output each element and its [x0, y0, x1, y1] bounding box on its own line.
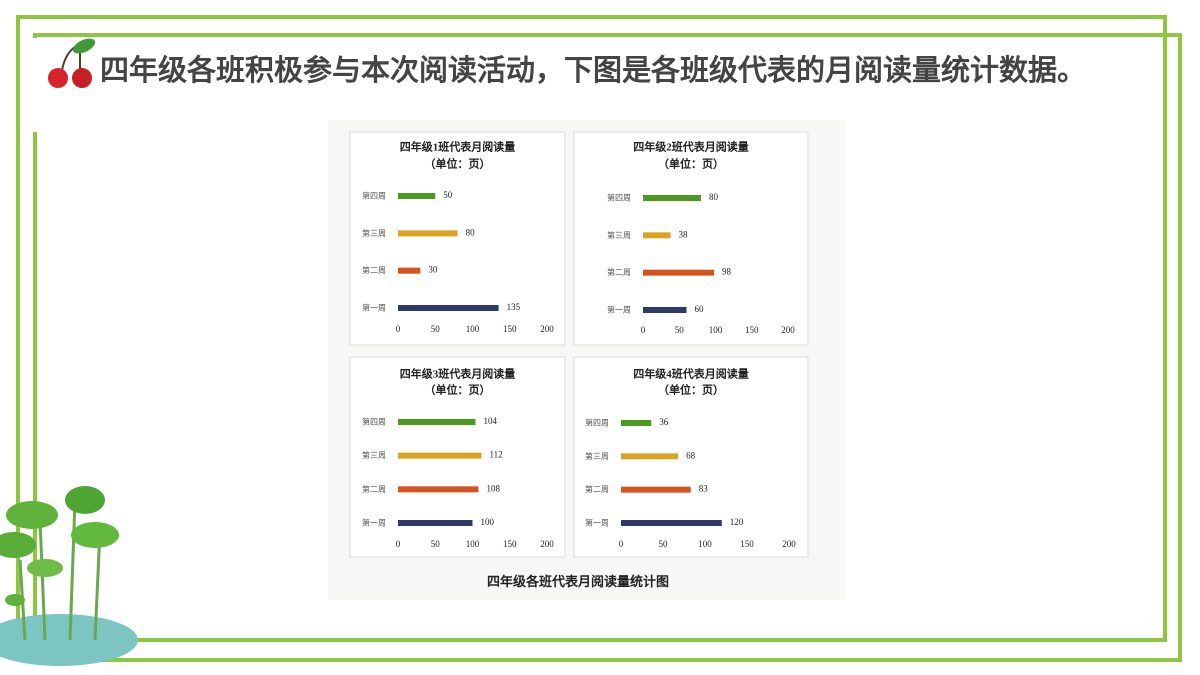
x-tick-label: 100 [698, 539, 712, 549]
x-tick-label: 50 [431, 324, 441, 334]
chart-title: 四年级2班代表月阅读量 [633, 140, 749, 154]
y-tick-label: 第四周 [585, 418, 609, 428]
data-label: 120 [730, 517, 744, 527]
x-tick-label: 100 [466, 324, 480, 334]
data-label: 38 [679, 229, 689, 239]
cherry-icon [48, 38, 96, 88]
y-tick-label: 第二周 [607, 267, 631, 277]
chart-title: 四年级4班代表月阅读量 [633, 367, 749, 381]
x-tick-label: 0 [619, 539, 624, 549]
y-tick-label: 第二周 [362, 484, 386, 494]
data-label: 104 [483, 416, 497, 426]
data-label: 108 [486, 483, 500, 493]
data-label: 60 [695, 304, 705, 314]
y-tick-label: 第一周 [607, 305, 631, 315]
data-label: 98 [722, 267, 732, 277]
frame [33, 33, 1182, 662]
chart-title: 四年级1班代表月阅读量 [400, 140, 516, 154]
caption: 四年级各班代表月阅读量统计图 [487, 574, 669, 589]
bar [398, 520, 473, 526]
data-label: 80 [709, 192, 719, 202]
x-tick-label: 150 [740, 539, 754, 549]
data-label: 135 [507, 302, 521, 312]
chart-subtitle: （单位：页） [658, 383, 724, 397]
bar [643, 269, 715, 276]
bar [643, 195, 701, 201]
bar [398, 305, 499, 311]
data-label: 68 [686, 450, 696, 460]
y-tick-label: 第四周 [607, 193, 631, 203]
data-label: 80 [466, 227, 476, 237]
data-label: 50 [443, 190, 453, 200]
bar [398, 267, 421, 274]
chart-subtitle: （单位：页） [658, 157, 724, 171]
y-tick-label: 第三周 [585, 451, 609, 461]
x-tick-label: 0 [641, 325, 646, 335]
bar [621, 520, 722, 526]
x-tick-label: 200 [540, 539, 554, 549]
chart-subtitle: （单位：页） [425, 157, 491, 171]
data-label: 112 [489, 450, 502, 460]
x-tick-label: 50 [675, 325, 685, 335]
chart-panel [573, 131, 809, 346]
bar [398, 230, 458, 237]
bar [398, 419, 476, 425]
bar [643, 232, 671, 239]
bar [643, 307, 687, 313]
lily-decoration [0, 486, 138, 666]
y-tick-label: 第三周 [362, 450, 386, 460]
bar [621, 420, 652, 426]
y-tick-label: 第四周 [362, 191, 386, 201]
y-tick-label: 第二周 [362, 265, 386, 275]
data-label: 83 [699, 484, 709, 494]
x-tick-label: 0 [396, 324, 401, 334]
x-tick-label: 200 [540, 324, 554, 334]
bar [398, 193, 436, 199]
y-tick-label: 第三周 [607, 230, 631, 240]
data-label: 36 [659, 417, 669, 427]
x-tick-label: 100 [709, 325, 723, 335]
x-tick-label: 150 [745, 325, 759, 335]
x-tick-label: 200 [781, 325, 795, 335]
data-label: 30 [428, 265, 438, 275]
bar [621, 453, 679, 460]
chart-title: 四年级3班代表月阅读量 [400, 367, 516, 381]
y-tick-label: 第一周 [585, 518, 609, 528]
x-tick-label: 0 [396, 539, 401, 549]
y-tick-label: 第一周 [362, 518, 386, 528]
x-tick-label: 50 [431, 539, 441, 549]
bar [621, 486, 691, 493]
chart-subtitle: （单位：页） [425, 383, 491, 397]
frame [16, 15, 1167, 642]
y-tick-label: 第二周 [585, 484, 609, 494]
x-tick-label: 150 [503, 539, 517, 549]
y-tick-label: 第三周 [362, 228, 386, 238]
header-bg [20, 38, 1163, 132]
bar [398, 452, 482, 459]
x-tick-label: 150 [503, 324, 517, 334]
bar [398, 486, 479, 493]
x-tick-label: 100 [466, 539, 480, 549]
y-tick-label: 第一周 [362, 303, 386, 313]
x-tick-label: 200 [782, 539, 796, 549]
x-tick-label: 50 [659, 539, 669, 549]
heading: 四年级各班积极参与本次阅读活动，下图是各班级代表的月阅读量统计数据。 [100, 53, 1086, 87]
y-tick-label: 第四周 [362, 417, 386, 427]
data-label: 100 [481, 517, 495, 527]
